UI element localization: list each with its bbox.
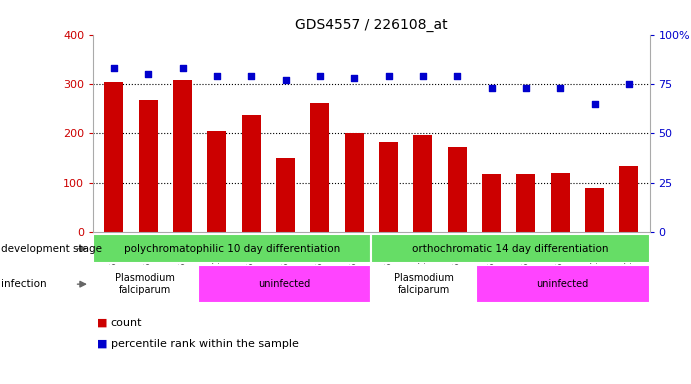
- Point: [280, 77, 291, 83]
- Bar: [173, 80, 192, 232]
- Bar: [93, 265, 198, 303]
- Text: uninfected: uninfected: [258, 279, 311, 289]
- Bar: [104, 81, 123, 232]
- Text: percentile rank within the sample: percentile rank within the sample: [111, 339, 299, 349]
- Title: GDS4557 / 226108_at: GDS4557 / 226108_at: [295, 18, 448, 32]
- Point: [383, 73, 394, 79]
- Bar: [448, 147, 466, 232]
- Text: ■: ■: [97, 318, 111, 328]
- Bar: [207, 131, 227, 232]
- Point: [452, 73, 463, 79]
- Bar: [310, 103, 330, 232]
- Bar: [413, 135, 433, 232]
- Bar: [93, 234, 372, 263]
- Bar: [551, 173, 569, 232]
- Bar: [475, 265, 650, 303]
- Bar: [585, 188, 604, 232]
- Bar: [620, 166, 638, 232]
- Text: development stage: development stage: [1, 243, 102, 254]
- Point: [211, 73, 223, 79]
- Bar: [372, 234, 650, 263]
- Point: [417, 73, 428, 79]
- Point: [555, 85, 566, 91]
- Bar: [242, 115, 261, 232]
- Text: Plasmodium
falciparum: Plasmodium falciparum: [394, 273, 453, 295]
- Bar: [372, 265, 475, 303]
- Text: infection: infection: [1, 279, 47, 289]
- Bar: [379, 142, 398, 232]
- Text: polychromatophilic 10 day differentiation: polychromatophilic 10 day differentiatio…: [124, 243, 341, 254]
- Point: [486, 85, 497, 91]
- Bar: [516, 174, 536, 232]
- Bar: [139, 100, 158, 232]
- Bar: [276, 158, 295, 232]
- Text: uninfected: uninfected: [536, 279, 589, 289]
- Bar: [345, 134, 363, 232]
- Bar: [198, 265, 372, 303]
- Point: [143, 71, 154, 77]
- Point: [246, 73, 257, 79]
- Point: [349, 75, 360, 81]
- Point: [623, 81, 634, 87]
- Bar: [482, 174, 501, 232]
- Text: orthochromatic 14 day differentiation: orthochromatic 14 day differentiation: [413, 243, 609, 254]
- Point: [177, 65, 188, 71]
- Text: ■: ■: [97, 339, 111, 349]
- Point: [314, 73, 325, 79]
- Point: [108, 65, 120, 71]
- Text: Plasmodium
falciparum: Plasmodium falciparum: [115, 273, 176, 295]
- Point: [589, 101, 600, 107]
- Point: [520, 85, 531, 91]
- Text: count: count: [111, 318, 142, 328]
